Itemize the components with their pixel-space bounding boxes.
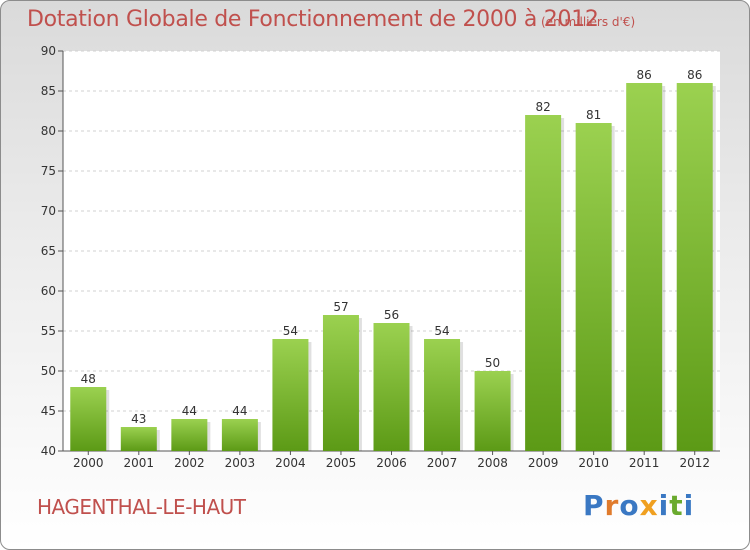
logo-letter: t	[669, 489, 684, 522]
value-label-2005: 57	[333, 300, 348, 314]
logo-letter: i	[683, 489, 695, 522]
logo-letter: r	[604, 489, 620, 522]
x-tick-label-2005: 2005	[326, 456, 357, 470]
y-tick-label: 55	[41, 324, 56, 338]
proxiti-logo[interactable]: Proxiti	[583, 489, 694, 522]
logo-letter: i	[658, 489, 670, 522]
bar-2010	[575, 123, 612, 451]
x-tick-label-2006: 2006	[376, 456, 407, 470]
value-label-2004: 54	[283, 324, 298, 338]
bar-2003	[221, 419, 258, 451]
y-tick-label: 65	[41, 244, 56, 258]
value-label-2012: 86	[687, 68, 702, 82]
bar-2009	[525, 115, 562, 451]
x-tick-label-2004: 2004	[275, 456, 306, 470]
y-tick-label: 50	[41, 364, 56, 378]
logo-letter: x	[639, 489, 659, 522]
value-label-2003: 44	[232, 404, 247, 418]
bar-2007	[424, 339, 461, 451]
x-tick-label-2011: 2011	[629, 456, 660, 470]
x-tick-label-2001: 2001	[124, 456, 155, 470]
logo-letter: P	[583, 489, 605, 522]
x-tick-label-2003: 2003	[225, 456, 256, 470]
bar-2001	[120, 427, 157, 451]
commune-name: HAGENTHAL-LE-HAUT	[37, 495, 246, 519]
value-label-2008: 50	[485, 356, 500, 370]
bar-2004	[272, 339, 309, 451]
y-tick-label: 80	[41, 124, 56, 138]
x-tick-label-2009: 2009	[528, 456, 559, 470]
logo-letter: o	[619, 489, 640, 522]
value-label-2009: 82	[535, 100, 550, 114]
x-tick-label-2007: 2007	[427, 456, 458, 470]
value-label-2002: 44	[182, 404, 197, 418]
chart-title: Dotation Globale de Fonctionnement de 20…	[27, 7, 599, 32]
bar-2011	[626, 83, 663, 451]
bar-2008	[474, 371, 511, 451]
x-tick-label-2000: 2000	[73, 456, 104, 470]
bar-2012	[676, 83, 713, 451]
labels: 40 45 50 55 60 65 70 75 80 85 90 2000 48 2001 43 2002 44…	[41, 44, 710, 470]
chart-unit: (en milliers d'€)	[541, 15, 636, 29]
bar-2000	[70, 387, 107, 451]
y-tick-label: 90	[41, 44, 56, 58]
value-label-2006: 56	[384, 308, 399, 322]
x-tick-label-2002: 2002	[174, 456, 205, 470]
bar-2005	[322, 315, 359, 451]
y-tick-label: 70	[41, 204, 56, 218]
bar-2006	[373, 323, 410, 451]
x-tick-label-2010: 2010	[578, 456, 609, 470]
value-label-2000: 48	[81, 372, 96, 386]
y-tick-label: 75	[41, 164, 56, 178]
y-tick-label: 85	[41, 84, 56, 98]
x-tick-label-2012: 2012	[679, 456, 710, 470]
value-label-2011: 86	[637, 68, 652, 82]
value-label-2007: 54	[434, 324, 449, 338]
bar-2002	[171, 419, 208, 451]
y-tick-label: 40	[41, 444, 56, 458]
value-label-2001: 43	[131, 412, 146, 426]
bars	[70, 83, 716, 451]
y-tick-label: 45	[41, 404, 56, 418]
y-tick-label: 60	[41, 284, 56, 298]
x-tick-label-2008: 2008	[477, 456, 508, 470]
value-label-2010: 81	[586, 108, 601, 122]
